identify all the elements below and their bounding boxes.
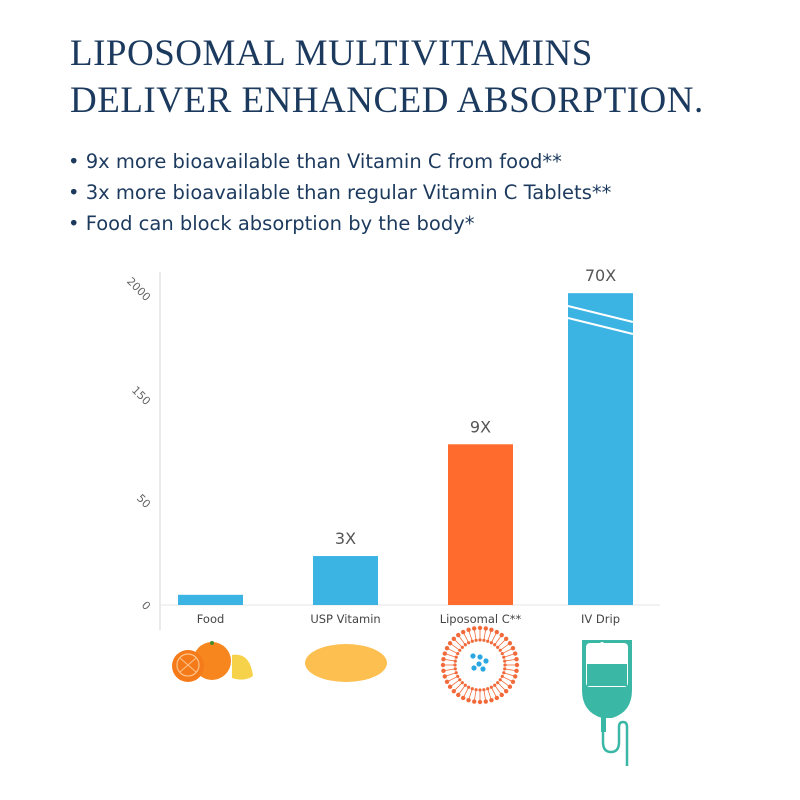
bullet-item: 9x more bioavailable than Vitamin C from… (68, 146, 611, 177)
bar-liposomal-c- (448, 444, 513, 605)
y-tick-label: 50 (134, 492, 153, 511)
title-line-1: LIPOSOMAL MULTIVITAMINS (70, 33, 593, 74)
data-label: 70X (585, 266, 616, 285)
data-label: 3X (335, 529, 356, 548)
page-title: LIPOSOMAL MULTIVITAMINS DELIVER ENHANCED… (70, 30, 704, 124)
tablet-icon (305, 644, 387, 682)
bullet-list: 9x more bioavailable than Vitamin C from… (68, 146, 612, 239)
axis-break-mark (567, 305, 634, 335)
data-label: 9X (470, 417, 491, 436)
y-tick-label: 150 (129, 384, 153, 408)
bullet-item: Food can block absorption by the body* (68, 208, 611, 239)
x-tick-label: USP Vitamin (310, 612, 380, 626)
bar-usp-vitamin (313, 556, 378, 605)
y-tick-label: 2000 (124, 275, 153, 304)
y-tick-label: 0 (139, 599, 153, 613)
citrus-fruits-icon (172, 641, 253, 682)
bar-food (178, 594, 243, 605)
bullet-item: 3x more bioavailable than regular Vitami… (68, 177, 612, 208)
x-tick-label: IV Drip (581, 612, 620, 626)
title-line-2: DELIVER ENHANCED ABSORPTION. (70, 80, 704, 121)
x-tick-label: Liposomal C** (440, 612, 522, 626)
bar-iv-drip (568, 293, 633, 605)
x-tick-label: Food (197, 612, 225, 626)
iv-bag-icon (582, 640, 632, 766)
liposome-icon (440, 625, 520, 705)
